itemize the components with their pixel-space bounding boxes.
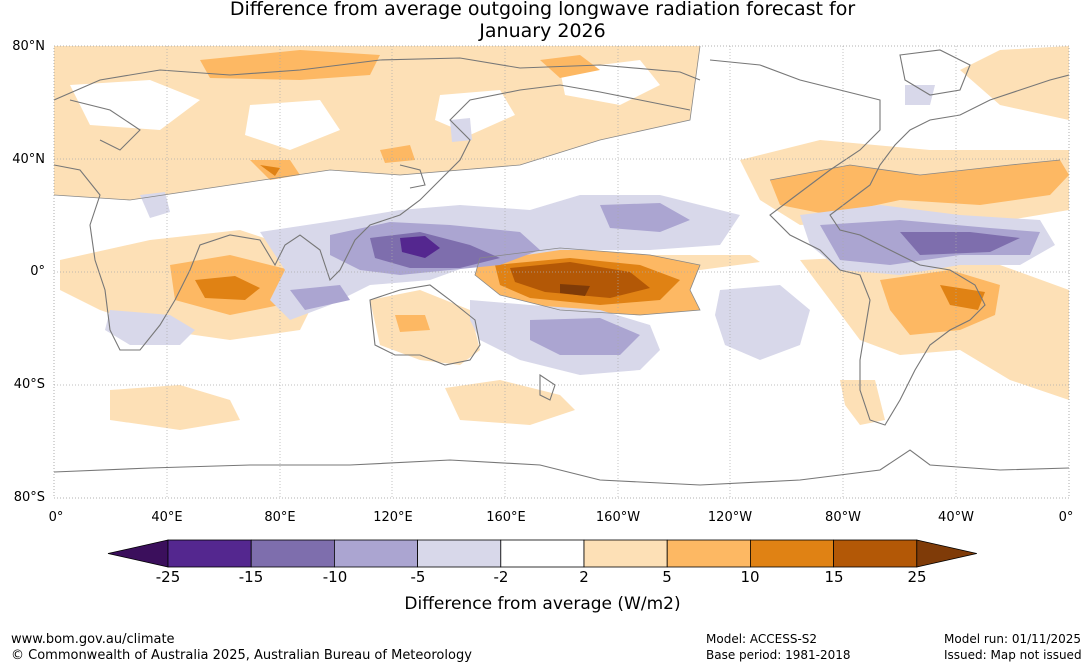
colorbar-tick-label: 15 (824, 568, 844, 586)
lon-label-0-right: 0° (1058, 510, 1074, 525)
anomaly-field (54, 46, 1069, 486)
colorbar-tick-label: 25 (907, 568, 927, 586)
colorbar-swatch (500, 539, 585, 568)
colorbar-swatch (250, 539, 335, 568)
colorbar-swatch (333, 539, 418, 568)
colorbar-tick-label: 2 (579, 568, 589, 586)
lon-label-120e: 120°E (373, 510, 413, 525)
colorbar-swatch (417, 539, 502, 568)
lat-label-0: 0° (30, 264, 45, 279)
colorbar-extend-high (916, 539, 977, 568)
footer-model-run: Model run: 01/11/2025 (944, 632, 1082, 646)
lat-label-40s: 40°S (13, 377, 45, 392)
colorbar-swatch (750, 539, 835, 568)
colorbar-title: Difference from average (W/m2) (404, 594, 681, 614)
lon-label-160e: 160°E (486, 510, 526, 525)
graticule (54, 46, 1069, 498)
colorbar (107, 539, 977, 568)
colorbar-tick-label: -10 (322, 568, 348, 586)
colorbar-tick-label: -2 (493, 568, 509, 586)
footer-copyright: © Commonwealth of Australia 2025, Austra… (11, 648, 472, 663)
colorbar-swatch (167, 539, 252, 568)
footer-url: www.bom.gov.au/climate (11, 632, 175, 647)
colorbar-tick-label: -15 (238, 568, 264, 586)
map-title-line1: Difference from average outgoing longwav… (229, 0, 856, 20)
lon-label-40e: 40°E (151, 510, 183, 525)
map-frame (53, 45, 1070, 499)
colorbar-tick-label: 5 (662, 568, 672, 586)
footer-base-period: Base period: 1981-2018 (706, 648, 851, 662)
colorbar-swatch (833, 539, 918, 568)
colorbar-tick-label: -25 (155, 568, 181, 586)
footer-model: Model: ACCESS-S2 (706, 632, 818, 646)
colorbar-extend-low (107, 539, 169, 568)
colorbar-tick-label: 10 (740, 568, 760, 586)
lon-label-120w: 120°W (707, 510, 753, 525)
lat-label-80n: 80°N (12, 39, 45, 54)
footer-issued: Issued: Map not issued (944, 648, 1082, 662)
colorbar-swatch (583, 539, 668, 568)
map-title-line2: January 2026 (479, 20, 606, 42)
lat-label-80s: 80°S (13, 490, 45, 505)
lon-label-160w: 160°W (595, 510, 641, 525)
lon-label-80w: 80°W (825, 510, 861, 525)
colorbar-swatch (666, 539, 751, 568)
lat-label-40n: 40°N (12, 152, 45, 167)
lon-label-0-left: 0° (48, 510, 64, 525)
lon-label-80e: 80°E (264, 510, 296, 525)
colorbar-tick-label: -5 (410, 568, 426, 586)
lon-label-40w: 40°W (938, 510, 974, 525)
